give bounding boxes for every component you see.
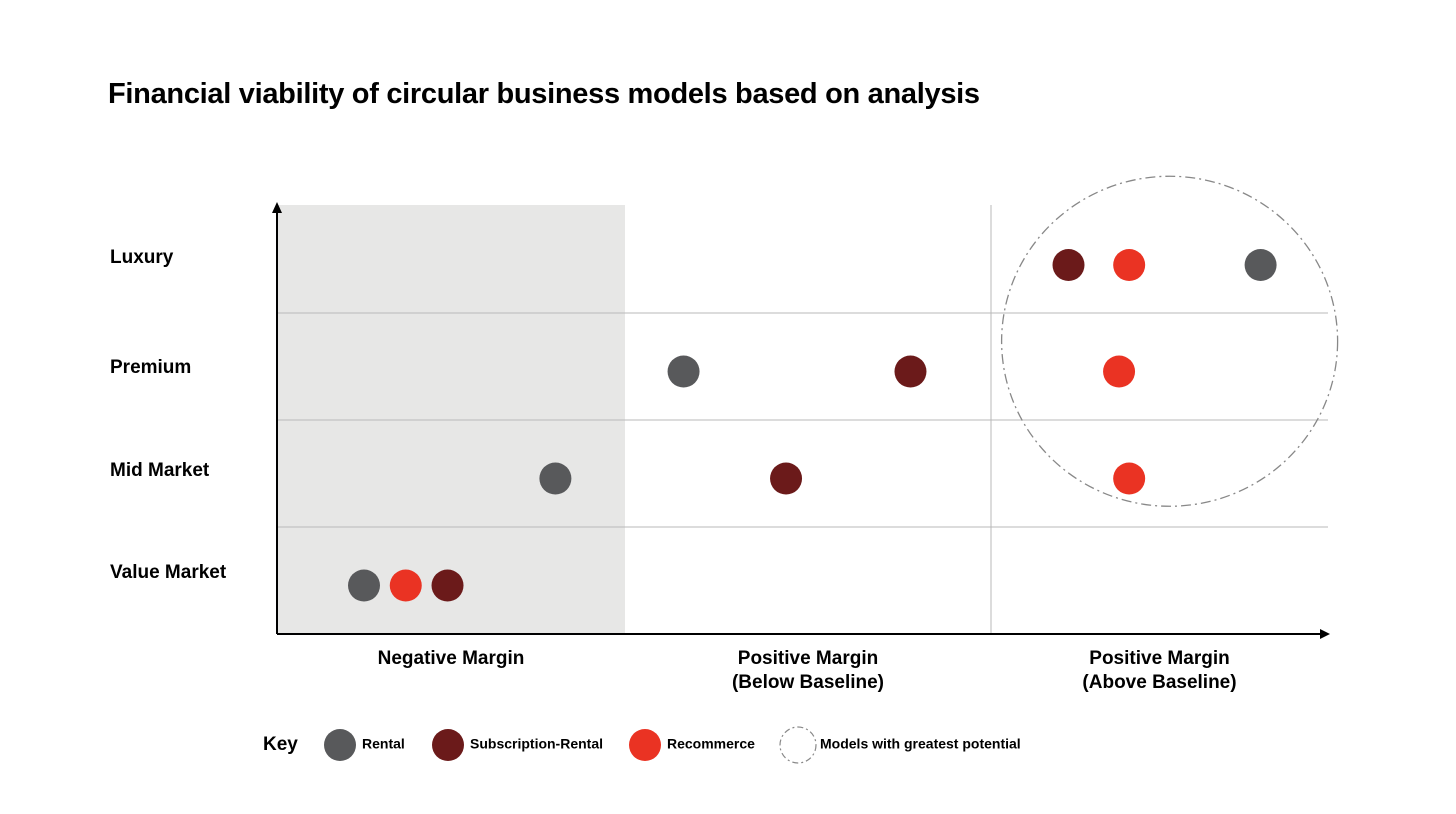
point-rental-value-market xyxy=(348,569,380,602)
point-subscription-rental-premium xyxy=(894,355,927,388)
point-subscription-rental-mid-market xyxy=(770,462,803,495)
column-label-positive-margin-1: Positive Margin (Below Baseline) xyxy=(732,648,884,693)
point-subscription-rental-luxury xyxy=(1052,249,1085,281)
point-rental-luxury xyxy=(1244,249,1277,281)
point-recommerce-value-market xyxy=(389,569,422,602)
legend-label-models-with-greatest-potential: Models with greatest potential xyxy=(820,736,1021,752)
row-label-value-market: Value Market xyxy=(110,562,227,583)
legend-marker-rental xyxy=(324,729,356,761)
greatest-potential-circle xyxy=(1000,175,1339,507)
point-rental-premium xyxy=(667,355,700,388)
chart-title: Financial viability of circular business… xyxy=(108,78,980,110)
legend-marker-models-with-greatest-potential xyxy=(779,726,817,764)
row-label-mid-market: Mid Market xyxy=(110,460,210,481)
y-axis-arrow xyxy=(272,202,282,213)
row-label-premium: Premium xyxy=(110,357,191,378)
x-axis-arrow xyxy=(1320,629,1330,639)
point-recommerce-premium xyxy=(1103,355,1136,388)
point-rental-mid-market xyxy=(539,462,572,495)
legend-marker-subscription-rental xyxy=(432,729,464,761)
column-label-positive-margin-2: Positive Margin (Above Baseline) xyxy=(1082,648,1236,693)
legend-label-subscription-rental: Subscription-Rental xyxy=(470,736,603,752)
point-recommerce-mid-market xyxy=(1113,462,1146,495)
row-label-luxury: Luxury xyxy=(110,247,174,268)
legend-title: Key xyxy=(263,734,298,755)
point-recommerce-luxury xyxy=(1113,249,1146,281)
point-subscription-rental-value-market xyxy=(431,569,464,602)
column-label-negative-margin-0: Negative Margin xyxy=(378,648,525,669)
legend-label-recommerce: Recommerce xyxy=(667,736,755,752)
legend-label-rental: Rental xyxy=(362,736,405,752)
legend-marker-recommerce xyxy=(629,729,661,761)
